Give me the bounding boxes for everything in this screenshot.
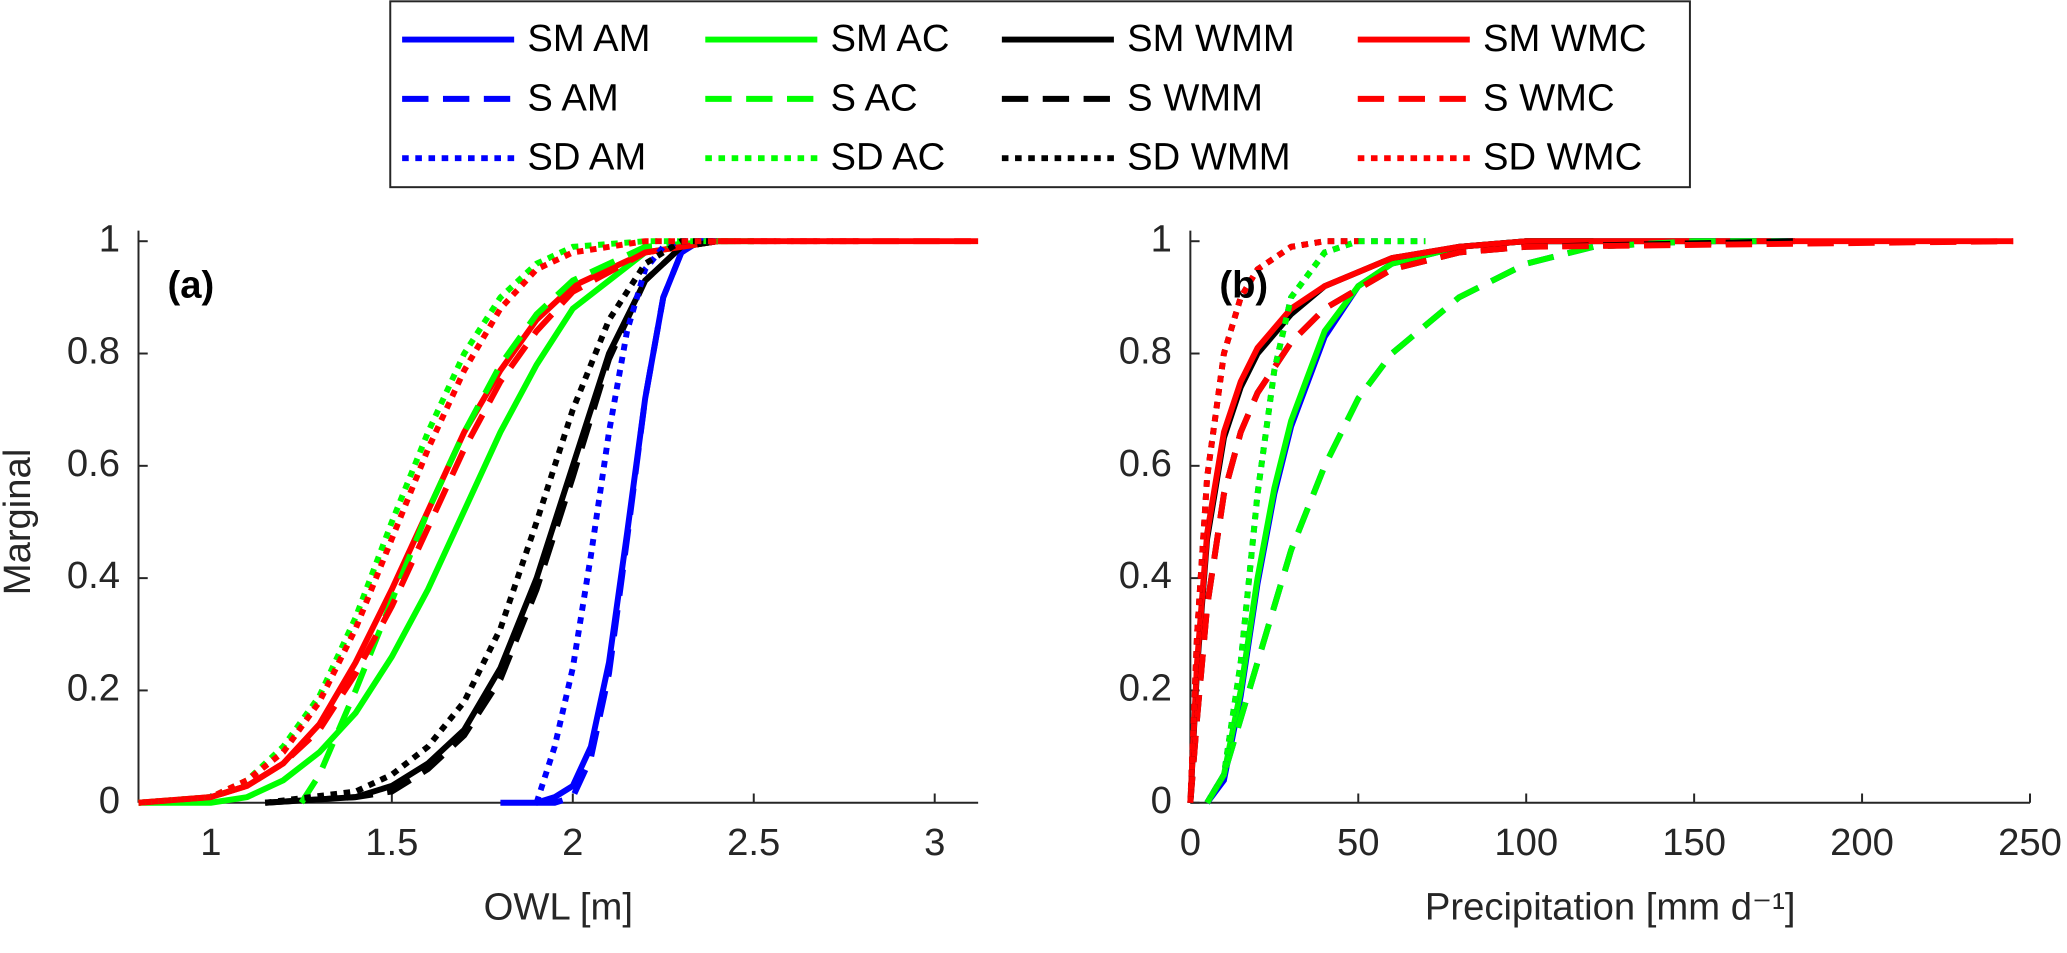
series-line [500,238,718,806]
x-tick-label: 50 [1337,821,1380,864]
legend-label: SM AC [831,17,950,60]
series-line [1204,238,1789,805]
panel-label: (b) [1219,263,1268,306]
series-line [1204,238,1594,805]
y-tick-label: 0.6 [1119,442,1172,485]
x-tick-label: 3 [924,821,945,864]
legend-label: S AC [831,76,918,119]
legend-label: SM WMC [1483,17,1646,60]
series-line [1187,238,2014,803]
legend-label: S AM [527,76,618,119]
x-tick-label: 250 [1998,821,2062,864]
series-line [536,238,718,806]
x-tick-label: 1.5 [365,821,418,864]
x-tick-label: 200 [1830,821,1894,864]
legend-label: S WMC [1483,76,1615,119]
legend-label: SM WMM [1127,17,1295,60]
series-line [264,238,718,806]
y-tick-label: 0 [1151,779,1172,822]
series-line [138,238,754,806]
legend-label: SD AM [527,136,646,179]
y-tick-label: 0.2 [1119,667,1172,710]
series-line [1204,238,1426,805]
series-line [138,238,979,806]
series-line [298,238,754,805]
legend-label: SD WMM [1127,136,1290,179]
x-tick-label: 1 [200,821,221,864]
series-line [1187,238,1795,803]
x-tick-label: 150 [1662,821,1726,864]
series-line [138,238,863,806]
y-tick-label: 0.2 [67,667,120,710]
x-tick-label: 0 [1180,821,1201,864]
y-tick-label: 0.6 [67,442,120,485]
y-tick-label: 0 [99,779,120,822]
legend-label: SD AC [831,136,946,179]
y-tick-label: 0.4 [67,554,120,597]
y-tick-label: 0.8 [67,330,120,373]
panel-label: (a) [167,263,214,306]
legend-label: SM AM [527,17,650,60]
y-tick-label: 1 [1151,217,1172,260]
series-line [1187,238,2014,803]
legend-label: SD WMC [1483,136,1642,179]
legend-label: S WMM [1127,76,1263,119]
y-tick-label: 0.4 [1119,554,1172,597]
x-tick-label: 100 [1494,821,1558,864]
x-axis-label: Precipitation [mm d⁻¹] [1425,886,1796,929]
x-tick-label: 2.5 [727,821,780,864]
x-tick-label: 2 [562,821,583,864]
series-line [264,238,719,806]
y-tick-label: 0.8 [1119,330,1172,373]
legend-box [389,0,1691,189]
series-line [1204,238,1789,805]
x-axis-label: OWL [m] [484,886,633,929]
y-axis-label: Marginal [0,449,39,596]
y-tick-label: 1 [99,217,120,260]
